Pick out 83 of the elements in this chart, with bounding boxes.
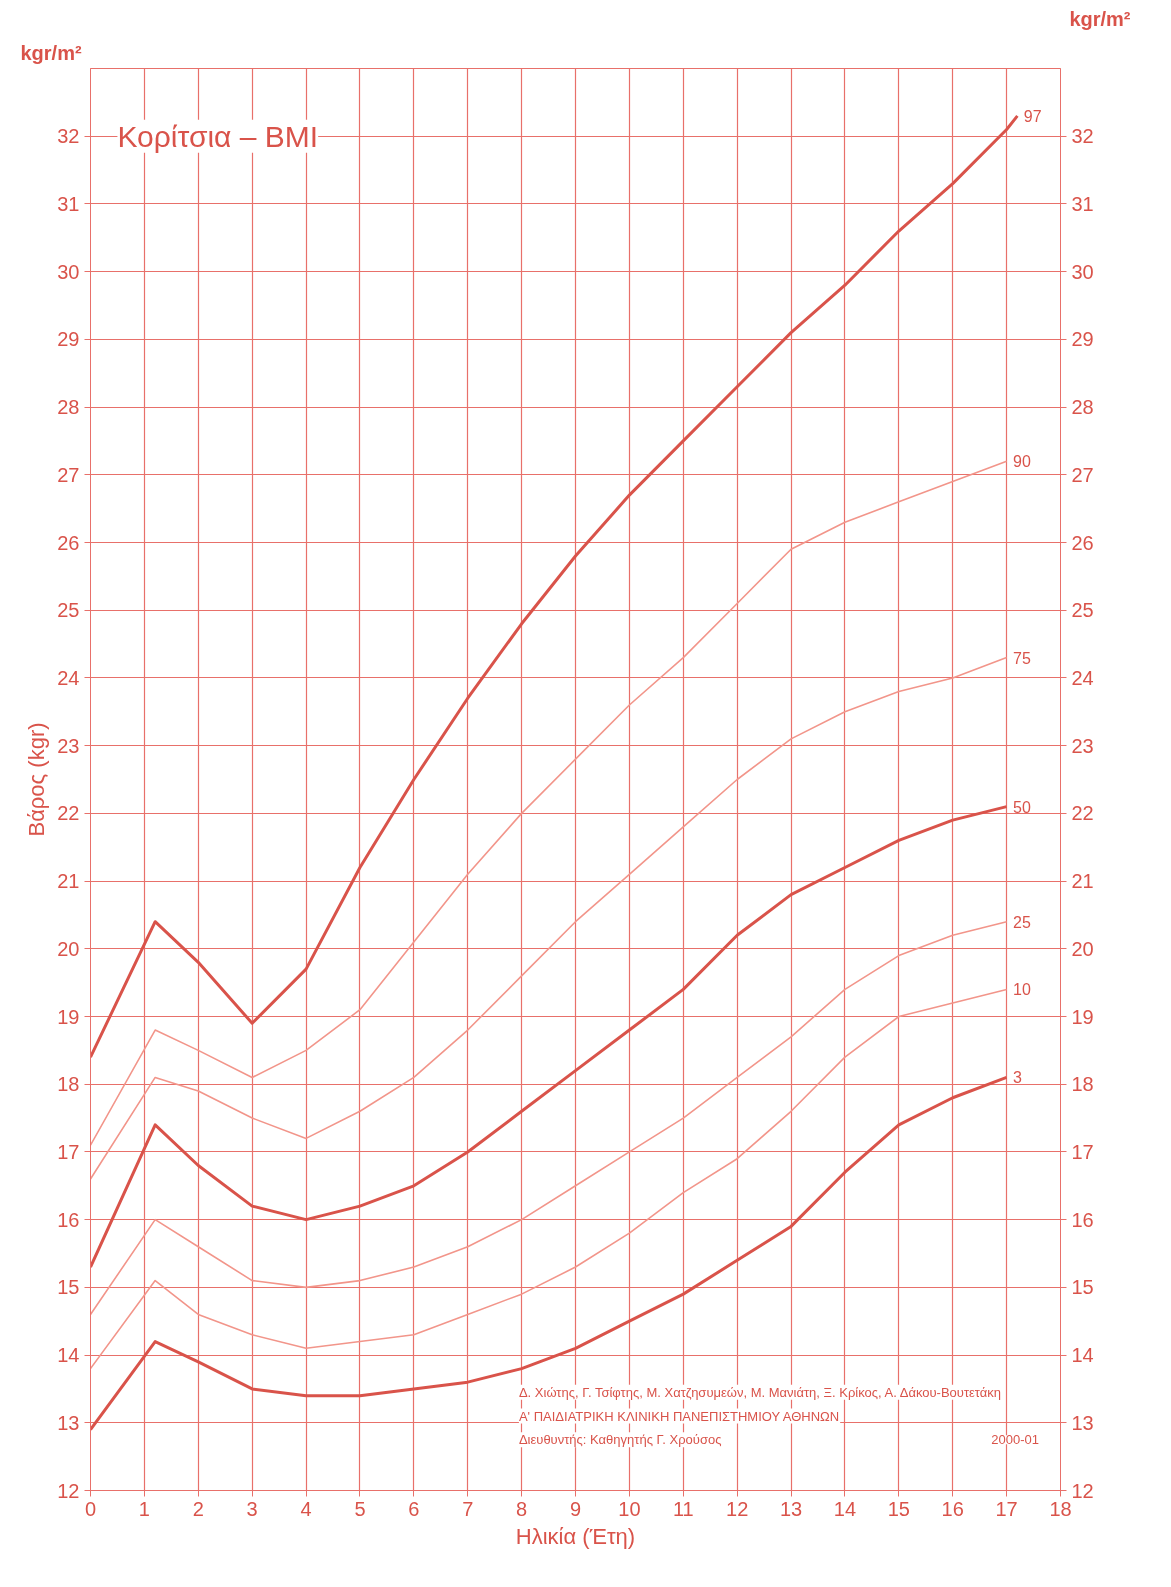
x-tick-label: 4 bbox=[300, 1497, 312, 1520]
y-tick-label: 23 bbox=[57, 734, 80, 757]
x-tick-label: 0 bbox=[84, 1497, 97, 1520]
x-tick-label: 10 bbox=[618, 1497, 641, 1520]
series-label: 97 bbox=[1023, 107, 1042, 125]
x-tick-label: 8 bbox=[516, 1497, 528, 1520]
x-tick-label: 12 bbox=[726, 1497, 749, 1520]
y-tick-label: 29 bbox=[57, 328, 80, 351]
y2-tick-label: 17 bbox=[1071, 1140, 1094, 1163]
y2-tick-label: 31 bbox=[1071, 192, 1094, 215]
y2-tick-label: 24 bbox=[1071, 666, 1094, 689]
series-label: 3 bbox=[1013, 1069, 1023, 1087]
x-tick-label: 3 bbox=[246, 1497, 258, 1520]
x-tick-label: 16 bbox=[941, 1497, 964, 1520]
x-tick-label: 5 bbox=[354, 1497, 366, 1520]
y-tick-label: 25 bbox=[57, 599, 80, 622]
line-series bbox=[90, 460, 1008, 1146]
y2-tick-label: 22 bbox=[1071, 802, 1094, 825]
series-label: 50 bbox=[1013, 798, 1031, 816]
y2-tick-label: 12 bbox=[1071, 1479, 1094, 1502]
x-tick-label: 9 bbox=[569, 1497, 582, 1520]
y-tick-label: 20 bbox=[57, 937, 80, 960]
y-tick-label: 15 bbox=[57, 1276, 80, 1299]
y-tick-label: 21 bbox=[57, 870, 80, 893]
y2-tick-label: 32 bbox=[1071, 125, 1094, 148]
y2-tick-label: 23 bbox=[1071, 734, 1094, 757]
y-tick-label: 26 bbox=[57, 531, 80, 554]
y2-tick-label: 19 bbox=[1071, 1005, 1094, 1028]
x-tick-label: 15 bbox=[887, 1497, 910, 1520]
x-tick-label: 7 bbox=[462, 1497, 474, 1520]
x-tick-label: 6 bbox=[408, 1497, 420, 1520]
y-tick-label: 22 bbox=[57, 802, 80, 825]
series-label: 90 bbox=[1013, 453, 1031, 471]
line-series bbox=[90, 1075, 1009, 1432]
y2-tick-label: 26 bbox=[1071, 531, 1094, 554]
series-label: 75 bbox=[1013, 649, 1031, 667]
y2-tick-label: 16 bbox=[1071, 1208, 1094, 1231]
y-axis-title: Βάρος (kgr) bbox=[24, 722, 50, 837]
y-tick-label: 28 bbox=[57, 396, 80, 419]
x-tick-label: 17 bbox=[995, 1497, 1018, 1520]
text: Κορίτσια – BMI bbox=[117, 119, 319, 153]
annotation: 2000-01 bbox=[991, 1432, 1039, 1448]
annotation: Διευθυντής: Καθηγητής Γ. Χρούσος bbox=[518, 1432, 722, 1448]
text: kgr/m² bbox=[20, 41, 82, 64]
y2-tick-label: 29 bbox=[1071, 328, 1094, 351]
annotation: Α' ΠΑΙΔΙΑΤΡΙΚΗ ΚΛΙΝΙΚΗ ΠΑΝΕΠΙΣΤΗΜΙΟΥ ΑΘΗΝΩΝ bbox=[518, 1408, 840, 1424]
x-axis-title: Ηλικία (Έτη) bbox=[515, 1523, 636, 1549]
series-label: 25 bbox=[1013, 913, 1031, 931]
y2-tick-label: 30 bbox=[1071, 260, 1094, 283]
y2-tick-label: 25 bbox=[1071, 599, 1094, 622]
y-tick-label: 31 bbox=[57, 192, 80, 215]
y-tick-label: 13 bbox=[57, 1411, 80, 1434]
line-series bbox=[90, 805, 1009, 1269]
x-tick-label: 1 bbox=[138, 1497, 150, 1520]
series-label: 10 bbox=[1013, 981, 1031, 999]
x-tick-label: 2 bbox=[192, 1497, 204, 1520]
x-tick-label: 14 bbox=[833, 1497, 857, 1520]
y-tick-label: 27 bbox=[57, 463, 80, 486]
y-tick-label: 18 bbox=[57, 1073, 80, 1096]
line-series bbox=[90, 920, 1008, 1316]
y2-tick-label: 15 bbox=[1071, 1276, 1094, 1299]
y2-tick-label: 20 bbox=[1071, 937, 1094, 960]
y-tick-label: 32 bbox=[57, 125, 80, 148]
y2-tick-label: 14 bbox=[1071, 1344, 1094, 1367]
y2-tick-label: 18 bbox=[1071, 1073, 1094, 1096]
y2-tick-label: 13 bbox=[1071, 1411, 1094, 1434]
y-tick-label: 12 bbox=[57, 1479, 80, 1502]
line-series bbox=[90, 656, 1008, 1180]
y-tick-label: 30 bbox=[57, 260, 80, 283]
y2-axis-title: kgr/m² bbox=[1069, 7, 1131, 30]
x-tick-label: 13 bbox=[779, 1497, 803, 1520]
y-tick-label: 24 bbox=[57, 666, 80, 689]
y2-tick-label: 28 bbox=[1071, 396, 1094, 419]
y2-tick-label: 27 bbox=[1071, 463, 1094, 486]
line-series bbox=[90, 988, 1008, 1370]
y-tick-label: 17 bbox=[57, 1140, 80, 1163]
y-tick-label: 14 bbox=[57, 1344, 80, 1367]
x-tick-label: 18 bbox=[1049, 1497, 1072, 1520]
x-tick-label: 11 bbox=[672, 1497, 694, 1520]
y2-tick-label: 21 bbox=[1071, 870, 1094, 893]
annotation: Δ. Χιώτης, Γ. Τσίφτης, Μ. Χατζησυμεών, Μ. Μανιάτη, Ξ. Κρίκος, Α. Δάκου-Βουτετάκη bbox=[518, 1384, 1002, 1400]
y-tick-label: 16 bbox=[57, 1208, 80, 1231]
y-tick-label: 19 bbox=[57, 1005, 80, 1028]
